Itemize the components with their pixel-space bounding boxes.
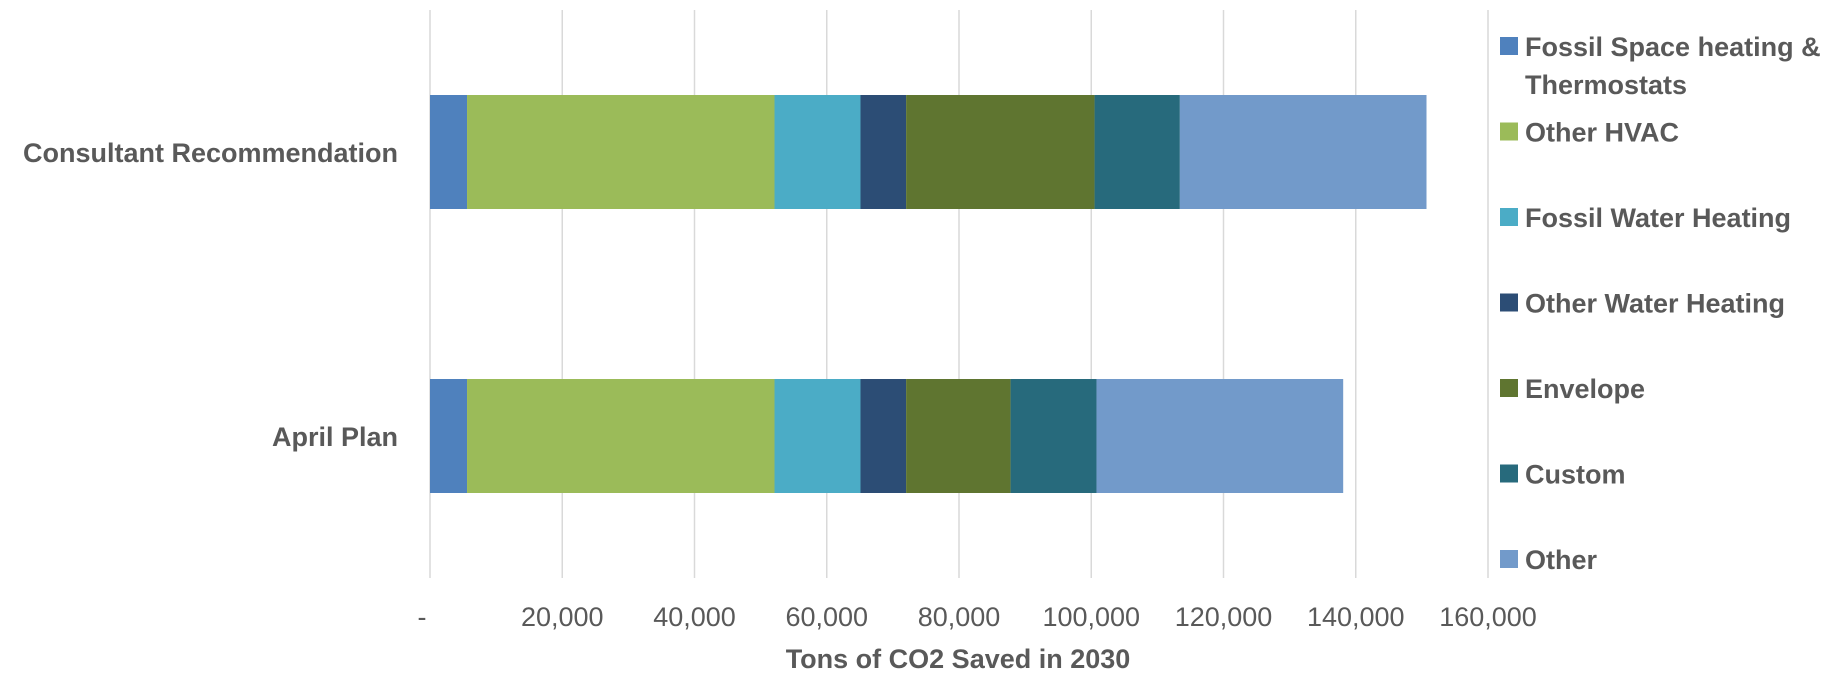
category-label: Consultant Recommendation [23, 138, 398, 168]
x-tick-label: - [418, 602, 427, 632]
bar-segment [430, 95, 468, 209]
bar-segment [860, 379, 907, 493]
legend-swatch [1500, 550, 1518, 568]
legend-label: Other [1525, 545, 1598, 575]
bar-segment [774, 379, 861, 493]
legend: Fossil Space heating & Thermostats Other H… [1500, 32, 1821, 575]
legend-swatch [1500, 293, 1518, 312]
legend-label: Custom [1525, 460, 1626, 490]
x-tick-label: 100,000 [1042, 602, 1140, 632]
x-tick-label: 120,000 [1175, 602, 1273, 632]
bar-segment [1096, 379, 1344, 493]
category-label: April Plan [272, 422, 398, 452]
bar-segment [906, 95, 1095, 209]
x-tick-label: 80,000 [918, 602, 1001, 632]
category-labels: Consultant Recommendation April Plan [23, 138, 398, 452]
x-tick-label: 140,000 [1307, 602, 1405, 632]
legend-label: Fossil Water Heating [1525, 203, 1791, 233]
bar-segment [774, 95, 861, 209]
bar-segment [906, 379, 1011, 493]
legend-swatch [1500, 379, 1518, 397]
legend-label: Envelope [1525, 374, 1645, 404]
bar-segment [1010, 379, 1097, 493]
bar-segment [467, 95, 775, 209]
bar-segment [430, 379, 468, 493]
bars [430, 95, 1427, 493]
legend-swatch [1500, 122, 1518, 141]
x-axis-title: Tons of CO2 Saved in 2030 [786, 644, 1131, 674]
legend-swatch [1500, 464, 1518, 483]
legend-label: Other Water Heating [1525, 289, 1785, 319]
x-tick-label: 40,000 [653, 602, 736, 632]
bar-segment [860, 95, 907, 209]
bar-segment [1179, 95, 1427, 209]
bar-segment [1094, 95, 1180, 209]
x-tick-label: 60,000 [785, 602, 868, 632]
legend-swatch [1500, 208, 1518, 226]
x-axis-tick-labels: - 20,000 40,000 60,000 80,000 100,000 120,000 1… [418, 602, 1537, 632]
bar-segment [467, 379, 775, 493]
x-tick-label: 20,000 [521, 602, 604, 632]
legend-label: Fossil Space heating & Thermostats [1525, 32, 1821, 100]
legend-swatch [1500, 37, 1518, 55]
legend-label: Other HVAC [1525, 118, 1679, 148]
x-tick-label: 160,000 [1439, 602, 1537, 632]
